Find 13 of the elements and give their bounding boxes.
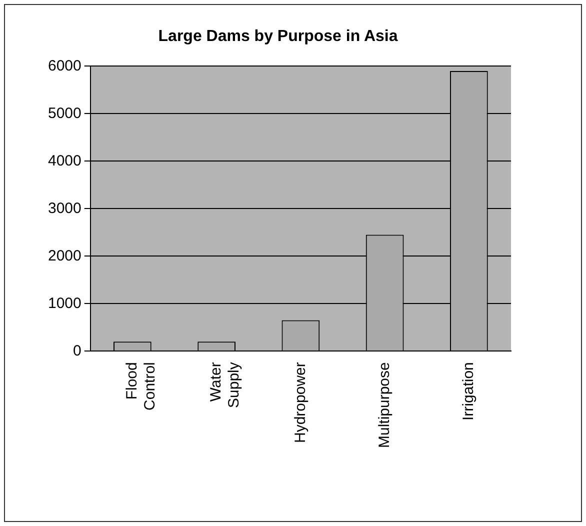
y-tick-label: 2000 bbox=[48, 247, 82, 264]
y-tick-label: 0 bbox=[73, 342, 82, 360]
y-tick-label: 1000 bbox=[48, 294, 82, 312]
x-tick-label: Flood Control bbox=[124, 362, 159, 410]
x-tick-label: Hydropower bbox=[292, 362, 309, 443]
y-tick-label: 6000 bbox=[48, 57, 82, 74]
y-tick-label: 3000 bbox=[48, 200, 82, 217]
x-tick-label: Irrigation bbox=[460, 362, 478, 420]
chart-title: Large Dams by Purpose in Asia bbox=[158, 28, 398, 46]
x-tick-label: Multipurpose bbox=[376, 362, 393, 448]
y-tick-label: 4000 bbox=[48, 152, 82, 170]
y-tick-label: 5000 bbox=[48, 104, 82, 122]
x-tick-label: Water Supply bbox=[208, 362, 243, 408]
